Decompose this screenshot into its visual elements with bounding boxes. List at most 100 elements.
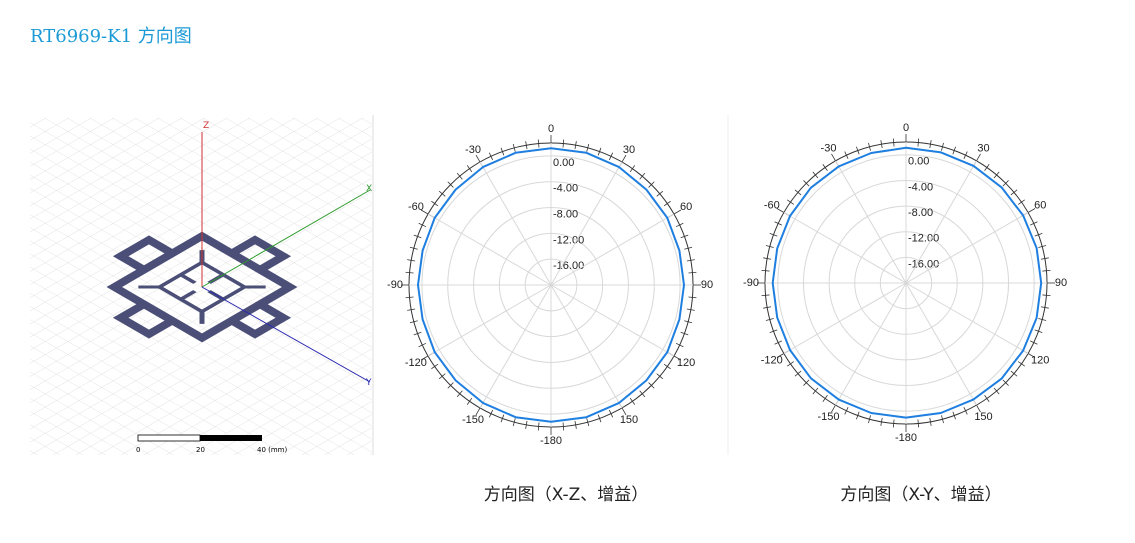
angle-tick-label: -150 — [817, 411, 839, 423]
angle-tick-label: 60 — [1034, 199, 1046, 211]
angle-minor-tick — [608, 152, 614, 161]
angle-tick-label: -60 — [408, 201, 424, 213]
grid-spoke — [783, 212, 907, 284]
grid-spoke — [783, 282, 907, 354]
angle-minor-tick — [984, 394, 990, 403]
angle-minor-tick — [456, 172, 463, 180]
angle-tick-label: -30 — [465, 144, 481, 156]
angle-minor-tick — [537, 422, 540, 431]
angle-tick-label: 0 — [548, 123, 554, 135]
angle-minor-tick — [407, 259, 416, 262]
angle-tick-label: -120 — [405, 357, 427, 369]
angle-minor-tick — [803, 180, 810, 187]
angle-minor-tick — [686, 259, 695, 262]
angle-minor-tick — [769, 233, 778, 237]
angle-minor-tick — [466, 397, 473, 405]
angle-minor-tick — [844, 406, 849, 415]
grid-spoke — [427, 213, 552, 286]
r-tick-label: -16.00 — [908, 258, 939, 270]
angle-minor-tick — [409, 320, 418, 324]
r-tick-label: -12.00 — [553, 234, 584, 246]
angle-tick-label: -120 — [761, 354, 783, 366]
scale-label: 20 — [196, 446, 205, 454]
angle-minor-tick — [586, 418, 590, 427]
angle-minor-tick — [525, 141, 528, 150]
angle-minor-tick — [562, 422, 565, 431]
angle-tick-label: 90 — [1055, 277, 1067, 289]
angle-minor-tick — [1042, 294, 1051, 297]
angle-minor-tick — [993, 171, 1000, 179]
angle-minor-tick — [574, 141, 577, 150]
angle-tick-label: -90 — [743, 277, 759, 289]
angle-minor-tick — [586, 143, 590, 152]
axis-label: Z — [203, 121, 209, 131]
angle-minor-tick — [648, 181, 655, 188]
angle-minor-tick — [597, 414, 602, 423]
angle-minor-tick — [500, 147, 505, 156]
angle-tick-label: 150 — [620, 414, 638, 426]
r-tick-label: -4.00 — [553, 183, 578, 195]
angle-minor-tick — [407, 308, 416, 311]
angle-minor-tick — [409, 246, 418, 250]
grid-spoke — [905, 282, 977, 406]
angle-minor-tick — [500, 414, 505, 423]
angle-tick-label: -90 — [387, 279, 403, 291]
model-grid — [30, 118, 372, 455]
angle-minor-tick — [1017, 361, 1026, 367]
scale-bar — [137, 434, 201, 442]
r-tick-label: 0.00 — [553, 157, 574, 169]
angle-minor-tick — [688, 271, 697, 274]
angle-minor-tick — [1034, 233, 1043, 237]
angle-minor-tick — [447, 382, 454, 389]
angle-tick-label: -30 — [821, 143, 837, 155]
angle-tick-label: 30 — [977, 143, 989, 155]
angle-minor-tick — [763, 257, 772, 260]
angle-tick-label: 60 — [680, 201, 692, 213]
angle-minor-tick — [537, 139, 540, 148]
angle-tick-label: 90 — [701, 279, 713, 291]
angle-minor-tick — [803, 379, 810, 386]
angle-minor-tick — [929, 417, 932, 426]
angle-minor-tick — [1029, 340, 1038, 345]
angle-tick-label: 150 — [974, 411, 992, 423]
angle-minor-tick — [868, 142, 871, 151]
angle-tick-label: 30 — [623, 144, 635, 156]
grid-spoke — [550, 213, 675, 286]
gain-trace — [417, 147, 685, 423]
angle-minor-tick — [648, 382, 655, 389]
angle-minor-tick — [447, 181, 454, 188]
angle-minor-tick — [880, 140, 883, 149]
grid-spoke — [905, 282, 1029, 354]
angle-minor-tick — [418, 342, 427, 348]
angle-minor-tick — [1038, 245, 1047, 248]
angle-minor-tick — [629, 165, 636, 173]
angle-minor-tick — [1040, 306, 1049, 309]
angle-minor-tick — [405, 271, 414, 274]
angle-minor-tick — [656, 373, 664, 380]
angle-minor-tick — [688, 296, 697, 299]
angle-minor-tick — [663, 200, 671, 207]
angle-minor-tick — [680, 234, 689, 239]
angle-tick-label: 0 — [903, 122, 909, 134]
angle-minor-tick — [761, 269, 770, 272]
angle-minor-tick — [438, 373, 446, 380]
angle-minor-tick — [763, 306, 772, 309]
x-axis — [201, 189, 371, 288]
angle-minor-tick — [675, 222, 684, 228]
angle-minor-tick — [812, 171, 819, 179]
angle-minor-tick — [639, 172, 646, 180]
angle-minor-tick — [892, 419, 895, 428]
angle-minor-tick — [574, 420, 577, 429]
grid-spoke — [550, 284, 623, 409]
angle-minor-tick — [822, 163, 828, 172]
antenna-model: Z X Y 0 20 40 (mm) — [30, 115, 729, 455]
angle-minor-tick — [512, 143, 516, 152]
angle-minor-tick — [456, 390, 463, 398]
angle-minor-tick — [431, 200, 439, 207]
angle-tick-label: -150 — [462, 414, 484, 426]
angle-minor-tick — [952, 411, 956, 420]
angle-minor-tick — [639, 390, 646, 398]
angle-minor-tick — [684, 246, 693, 250]
grid-spoke — [905, 212, 1029, 284]
angle-minor-tick — [656, 190, 664, 197]
